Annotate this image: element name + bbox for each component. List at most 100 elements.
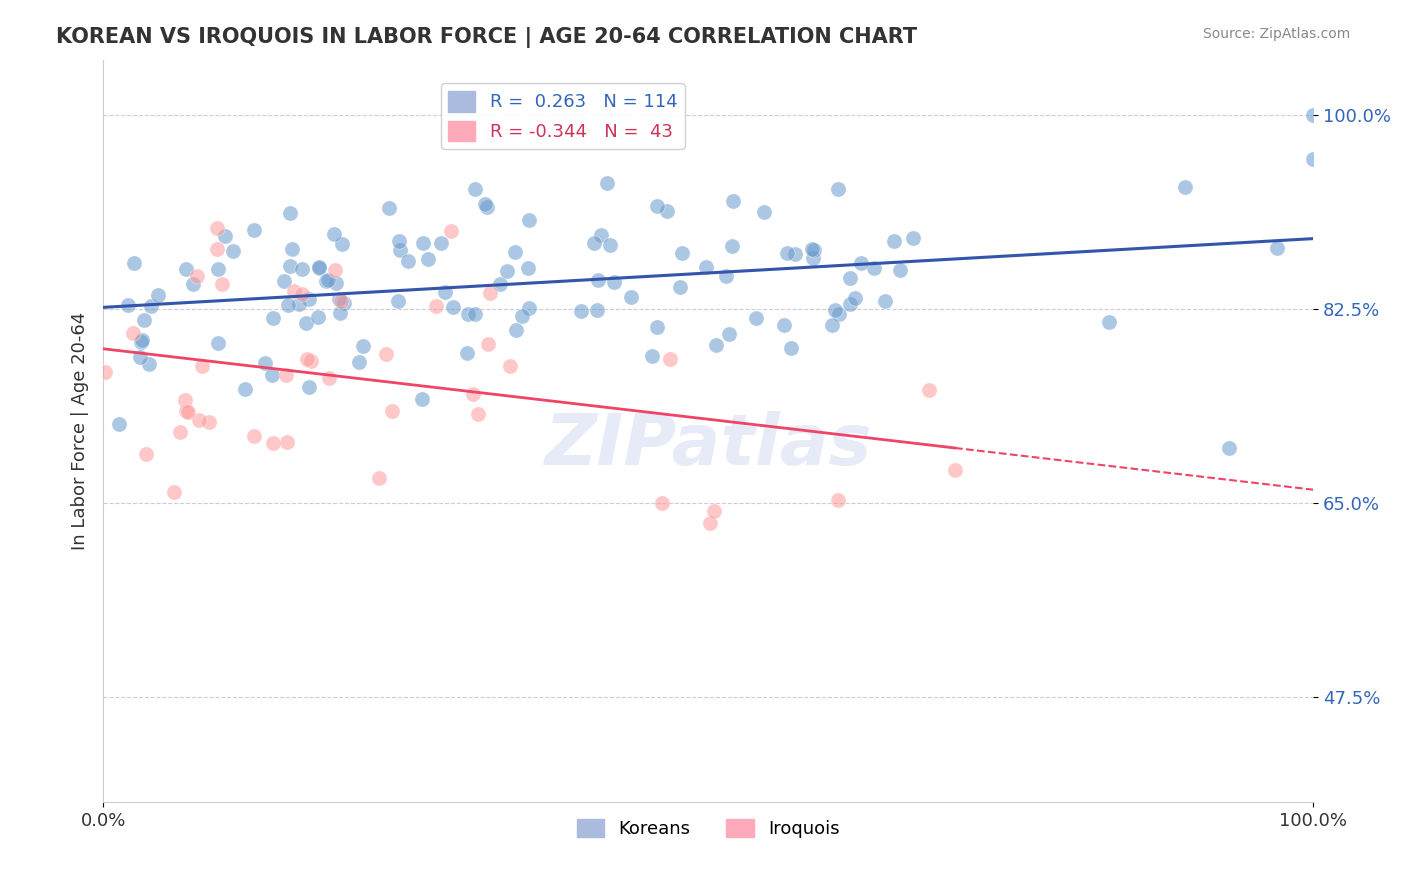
Point [329, 306, 352, 320]
Point [714, 268, 737, 283]
Point [307, 310, 329, 324]
Point [569, 303, 592, 318]
Point [205, 221, 228, 235]
Point [440, 224, 463, 238]
Point [122, 326, 145, 341]
Point [889, 263, 911, 277]
Point [262, 310, 284, 325]
Point [278, 206, 301, 220]
Point [434, 285, 457, 300]
Point [783, 247, 806, 261]
Point [378, 201, 401, 215]
Point [651, 495, 673, 509]
Point [505, 323, 527, 337]
Point [387, 294, 409, 309]
Point [943, 463, 966, 477]
Point [295, 316, 318, 330]
Point [517, 213, 540, 227]
Point [322, 227, 344, 241]
Point [211, 277, 233, 291]
Point [780, 341, 803, 355]
Point [276, 368, 298, 382]
Point [800, 242, 823, 256]
Point [242, 223, 264, 237]
Point [862, 260, 884, 275]
Point [174, 404, 197, 418]
Point [596, 176, 619, 190]
Point [291, 286, 314, 301]
Point [669, 280, 692, 294]
Point [135, 447, 157, 461]
Point [754, 204, 776, 219]
Point [463, 182, 485, 196]
Point [181, 277, 204, 292]
Point [457, 307, 479, 321]
Point [827, 182, 849, 196]
Point [517, 261, 540, 276]
Point [803, 243, 825, 257]
Point [467, 407, 489, 421]
Point [645, 199, 668, 213]
Point [479, 285, 502, 300]
Point [260, 368, 283, 383]
Point [477, 336, 499, 351]
Point [177, 405, 200, 419]
Point [603, 275, 626, 289]
Point [278, 259, 301, 273]
Point [94, 366, 117, 380]
Point [396, 254, 419, 268]
Text: KOREAN VS IROQUOIS IN LABOR FORCE | AGE 20-64 CORRELATION CHART: KOREAN VS IROQUOIS IN LABOR FORCE | AGE … [56, 27, 917, 48]
Point [510, 309, 533, 323]
Point [695, 260, 717, 274]
Point [163, 485, 186, 500]
Point [461, 387, 484, 401]
Point [599, 237, 621, 252]
Point [883, 235, 905, 249]
Point [207, 336, 229, 351]
Point [347, 355, 370, 369]
Point [124, 256, 146, 270]
Point [214, 228, 236, 243]
Point [207, 242, 229, 256]
Point [499, 359, 522, 373]
Point [325, 276, 347, 290]
Point [721, 239, 744, 253]
Point [253, 356, 276, 370]
Point [839, 271, 862, 285]
Point [824, 303, 846, 318]
Point [839, 297, 862, 311]
Point [1302, 153, 1324, 167]
Point [318, 371, 340, 385]
Point [443, 300, 465, 314]
Point [388, 234, 411, 248]
Point [873, 294, 896, 309]
Point [776, 245, 799, 260]
Point [585, 303, 607, 318]
Point [273, 274, 295, 288]
Point [464, 307, 486, 321]
Point [298, 292, 321, 306]
Point [717, 327, 740, 342]
Text: Source: ZipAtlas.com: Source: ZipAtlas.com [1202, 27, 1350, 41]
Point [146, 288, 169, 302]
Point [389, 243, 412, 257]
Point [1174, 180, 1197, 194]
Point [703, 504, 725, 518]
Point [138, 357, 160, 371]
Point [187, 413, 209, 427]
Point [582, 236, 605, 251]
Point [129, 350, 152, 364]
Point [489, 277, 512, 292]
Point [186, 268, 208, 283]
Point [191, 359, 214, 373]
Point [262, 436, 284, 450]
Point [620, 290, 643, 304]
Point [308, 260, 330, 274]
Point [801, 251, 824, 265]
Point [281, 243, 304, 257]
Point [591, 228, 613, 243]
Point [117, 298, 139, 312]
Point [659, 352, 682, 367]
Point [316, 273, 339, 287]
Point [1098, 315, 1121, 329]
